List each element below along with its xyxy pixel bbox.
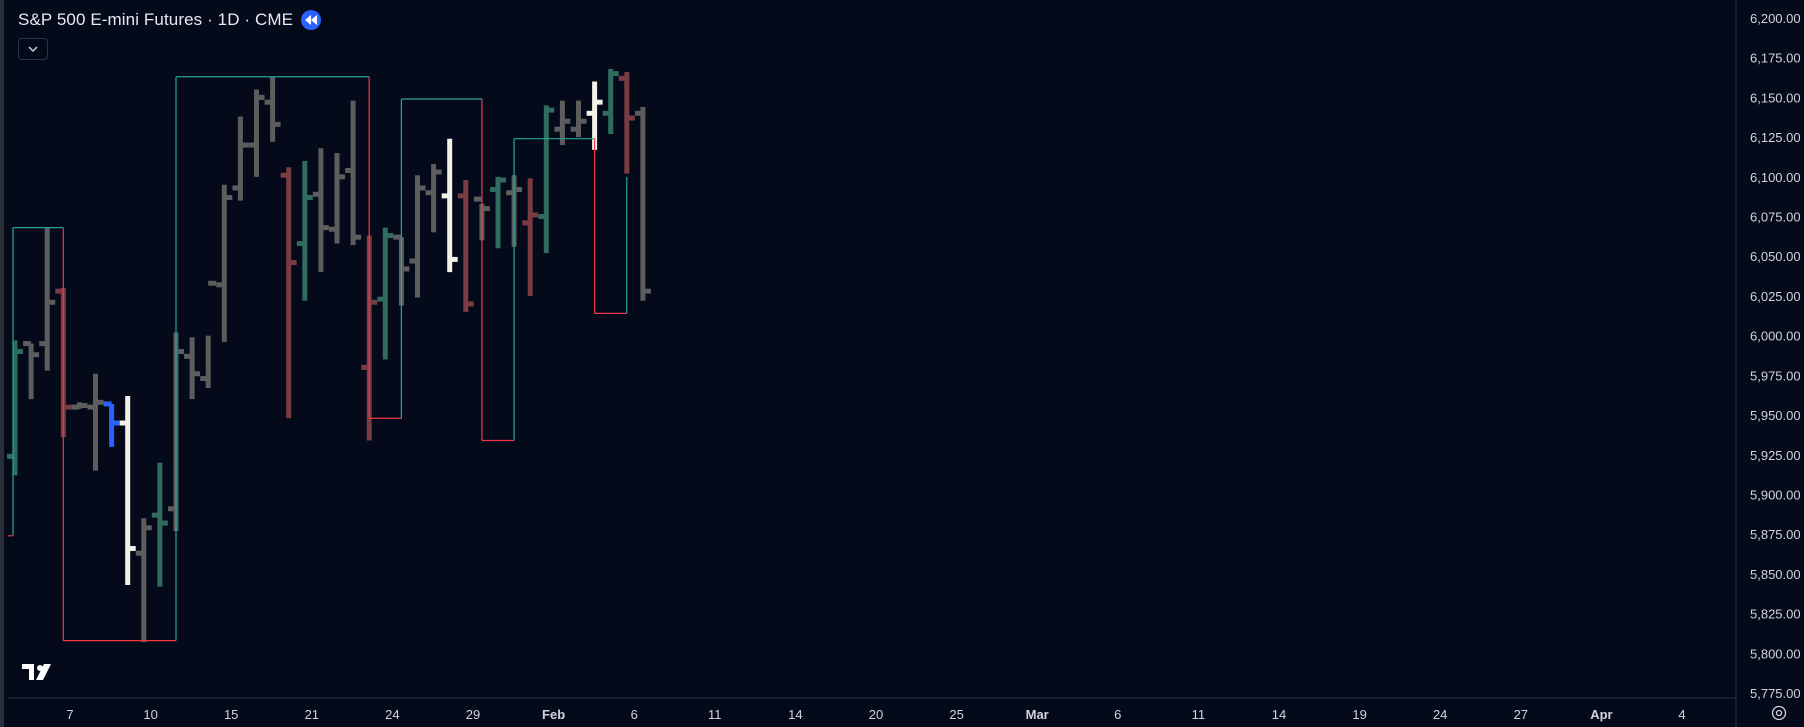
ohlc-bar[interactable] bbox=[329, 153, 345, 244]
time-tick-label: 25 bbox=[949, 707, 963, 722]
chevron-down-icon bbox=[28, 46, 38, 52]
ohlc-bar[interactable] bbox=[538, 105, 555, 254]
ohlc-chart[interactable]: 6,200.00 6,175.00 6,150.00 6,125.00 6,100.00… bbox=[4, 0, 1804, 727]
time-tick-label: 24 bbox=[385, 707, 399, 722]
price-tick-label: 6,150.00 bbox=[1750, 90, 1801, 105]
time-tick-label: 14 bbox=[788, 707, 802, 722]
time-tick-label: 11 bbox=[708, 707, 722, 722]
price-tick-label: 6,200.00 bbox=[1750, 11, 1801, 26]
time-tick-label: 11 bbox=[1192, 707, 1206, 722]
ohlc-bar[interactable] bbox=[490, 176, 506, 249]
ohlc-bar[interactable] bbox=[200, 280, 217, 389]
ohlc-bar[interactable] bbox=[135, 518, 152, 643]
ohlc-bar[interactable] bbox=[184, 337, 201, 400]
ohlc-bar[interactable] bbox=[554, 100, 571, 146]
time-tick-label: 4 bbox=[1678, 707, 1685, 722]
ohlc-bar[interactable] bbox=[570, 100, 587, 138]
ohlc-bar[interactable] bbox=[151, 462, 168, 587]
ohlc-bar[interactable] bbox=[71, 402, 88, 410]
price-tick-label: 5,950.00 bbox=[1750, 408, 1801, 423]
ohlc-bar[interactable] bbox=[618, 72, 635, 174]
price-tick-label: 6,075.00 bbox=[1750, 210, 1801, 225]
ohlc-bar[interactable] bbox=[441, 138, 458, 273]
ohlc-bar[interactable] bbox=[23, 341, 40, 400]
time-tick-label: 10 bbox=[143, 707, 157, 722]
symbol-title[interactable]: S&P 500 E-mini Futures · 1D · CME bbox=[18, 10, 294, 29]
time-tick-label: 29 bbox=[466, 707, 480, 722]
time-tick-label: 27 bbox=[1514, 707, 1528, 722]
time-tick-label: Apr bbox=[1590, 707, 1612, 722]
time-tick-label: Mar bbox=[1026, 707, 1049, 722]
rewind-icon[interactable] bbox=[301, 10, 322, 30]
time-tick-label: 6 bbox=[1114, 707, 1121, 722]
time-tick-label: 19 bbox=[1352, 707, 1366, 722]
price-tick-label: 5,875.00 bbox=[1750, 527, 1801, 542]
tradingview-logo[interactable] bbox=[22, 664, 56, 687]
settings-icon[interactable] bbox=[1770, 704, 1788, 722]
ohlc-bar[interactable] bbox=[377, 227, 394, 360]
ohlc-bar[interactable] bbox=[602, 68, 619, 134]
time-tick-label: 24 bbox=[1433, 707, 1447, 722]
ohlc-bar[interactable] bbox=[7, 340, 23, 476]
ohlc-bar[interactable] bbox=[457, 180, 474, 312]
time-tick-label: 15 bbox=[224, 707, 238, 722]
time-tick-label: 21 bbox=[305, 707, 319, 722]
ohlc-bar[interactable] bbox=[634, 106, 651, 301]
ohlc-bar[interactable] bbox=[232, 116, 249, 201]
time-tick-label: 7 bbox=[66, 707, 73, 722]
price-tick-label: 5,825.00 bbox=[1750, 607, 1801, 622]
ohlc-bar[interactable] bbox=[312, 148, 329, 273]
price-tick-label: 5,800.00 bbox=[1750, 646, 1801, 661]
price-tick-label: 5,900.00 bbox=[1750, 487, 1801, 502]
ohlc-bar[interactable] bbox=[522, 178, 539, 296]
price-tick-label: 5,775.00 bbox=[1750, 686, 1801, 701]
ohlc-bar[interactable] bbox=[409, 175, 426, 298]
collapse-legend-button[interactable] bbox=[18, 38, 48, 60]
ohlc-bar[interactable] bbox=[103, 401, 120, 447]
price-tick-label: 5,850.00 bbox=[1750, 567, 1801, 582]
ohlc-bar[interactable] bbox=[296, 160, 313, 301]
ohlc-bar[interactable] bbox=[425, 164, 442, 233]
time-tick-label: 6 bbox=[631, 707, 638, 722]
ohlc-bar[interactable] bbox=[248, 89, 265, 177]
ohlc-bar[interactable] bbox=[264, 76, 281, 142]
ohlc-bar[interactable] bbox=[87, 373, 104, 471]
price-tick-label: 5,975.00 bbox=[1750, 368, 1801, 383]
price-tick-label: 6,175.00 bbox=[1750, 51, 1801, 66]
time-tick-label: 20 bbox=[869, 707, 883, 722]
ohlc-bar[interactable] bbox=[280, 167, 297, 419]
ohlc-bar[interactable] bbox=[119, 396, 136, 585]
price-tick-label: 6,000.00 bbox=[1750, 329, 1801, 344]
price-tick-label: 5,925.00 bbox=[1750, 448, 1801, 463]
ohlc-bar[interactable] bbox=[345, 100, 362, 246]
price-tick-label: 6,050.00 bbox=[1750, 249, 1801, 264]
ohlc-bar[interactable] bbox=[39, 227, 56, 371]
price-tick-label: 6,025.00 bbox=[1750, 289, 1801, 304]
price-tick-label: 6,100.00 bbox=[1750, 170, 1801, 185]
time-tick-label: 14 bbox=[1272, 707, 1286, 722]
symbol-header: S&P 500 E-mini Futures · 1D · CME bbox=[18, 10, 322, 30]
ohlc-bar[interactable] bbox=[216, 184, 233, 342]
price-tick-label: 6,125.00 bbox=[1750, 130, 1801, 145]
time-tick-label: Feb bbox=[542, 707, 565, 722]
